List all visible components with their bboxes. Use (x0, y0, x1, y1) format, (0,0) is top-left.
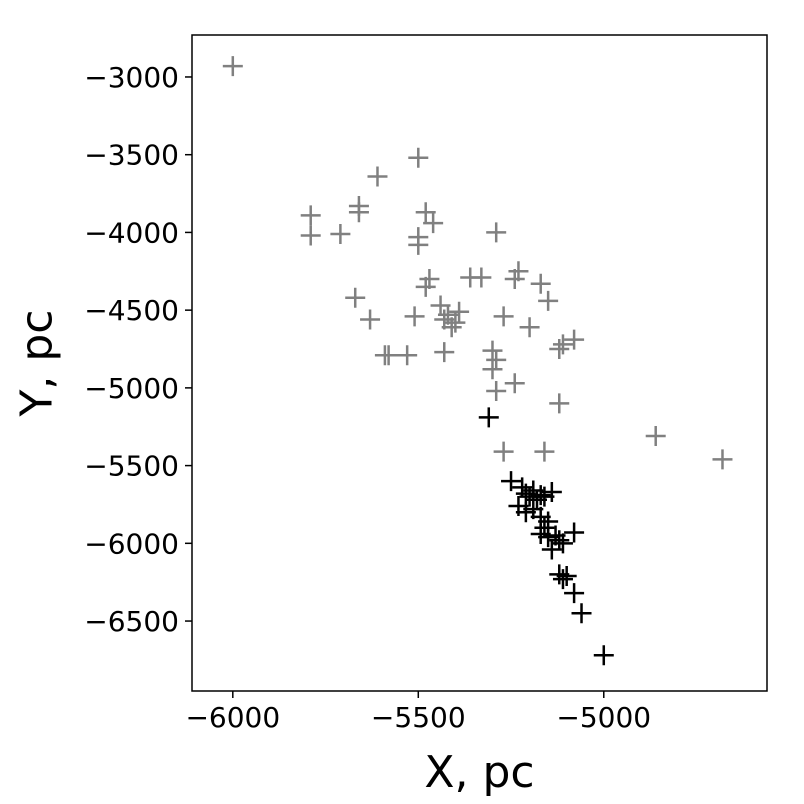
data-point-marker (486, 349, 507, 370)
data-point-marker (541, 539, 562, 560)
x-tick-label: −5500 (371, 701, 466, 734)
y-tick-label: −3000 (84, 61, 179, 94)
data-point-marker (552, 334, 573, 355)
data-point-marker (564, 329, 585, 350)
y-tick-label: −6000 (84, 527, 179, 560)
data-point-marker (415, 202, 436, 223)
y-tick-label: −4000 (84, 216, 179, 249)
y-tick-label: −5000 (84, 372, 179, 405)
data-point-marker (501, 471, 522, 492)
data-point-marker (556, 565, 577, 586)
data-point-marker (504, 269, 525, 290)
data-point-marker (441, 317, 462, 338)
data-point-marker (549, 339, 570, 360)
tick-layer: −6000 −5500 −5000 −3000 −3500 −4000 −4500 −5000… (84, 61, 651, 734)
data-point-marker (222, 56, 243, 77)
series-layer (222, 56, 733, 666)
data-point-marker (712, 449, 733, 470)
data-point-marker (360, 309, 381, 330)
data-point-marker (486, 222, 507, 243)
data-point-marker (538, 290, 559, 311)
plot-frame (191, 34, 768, 692)
data-point-marker (482, 359, 503, 380)
data-point-marker (408, 234, 429, 255)
data-point-marker (534, 441, 555, 462)
data-point-marker (486, 380, 507, 401)
data-point-marker (564, 522, 585, 543)
data-point-marker (423, 213, 444, 234)
data-point-marker (330, 223, 351, 244)
data-point-marker (493, 441, 514, 462)
data-point-marker (471, 267, 492, 288)
data-point-marker (593, 645, 614, 666)
data-point-marker (519, 317, 540, 338)
data-point-marker (493, 306, 514, 327)
data-point-marker (397, 345, 418, 366)
data-point-marker (348, 202, 369, 223)
y-axis-label: Y, pc (11, 310, 62, 418)
x-tick-label: −5000 (556, 701, 651, 734)
data-point-marker (415, 276, 436, 297)
series-0 (222, 56, 733, 470)
data-point-marker (434, 342, 455, 363)
data-point-marker (530, 273, 551, 294)
data-point-marker (552, 533, 573, 554)
data-point-marker (504, 373, 525, 394)
data-point-marker (300, 205, 321, 226)
data-point-marker (404, 306, 425, 327)
data-point-marker (445, 312, 466, 333)
x-axis-label: X, pc (424, 747, 534, 798)
y-tick-label: −6500 (84, 605, 179, 638)
data-point-marker (541, 482, 562, 503)
y-tick-label: −5500 (84, 450, 179, 483)
data-point-marker (530, 485, 551, 506)
data-point-marker (571, 603, 592, 624)
data-point-marker (549, 393, 570, 414)
data-point-marker (449, 301, 470, 322)
data-point-marker (482, 340, 503, 361)
data-point-marker (645, 426, 666, 447)
data-point-marker (300, 225, 321, 246)
x-tick-label: −6000 (185, 701, 280, 734)
y-tick-label: −4500 (84, 294, 179, 327)
data-point-marker (367, 166, 388, 187)
data-point-marker (564, 583, 585, 604)
y-tick-label: −3500 (84, 139, 179, 172)
series-1 (478, 407, 614, 666)
data-point-marker (345, 287, 366, 308)
data-point-marker (408, 147, 429, 168)
data-point-marker (552, 569, 573, 590)
data-point-marker (478, 407, 499, 428)
data-point-marker (374, 345, 395, 366)
